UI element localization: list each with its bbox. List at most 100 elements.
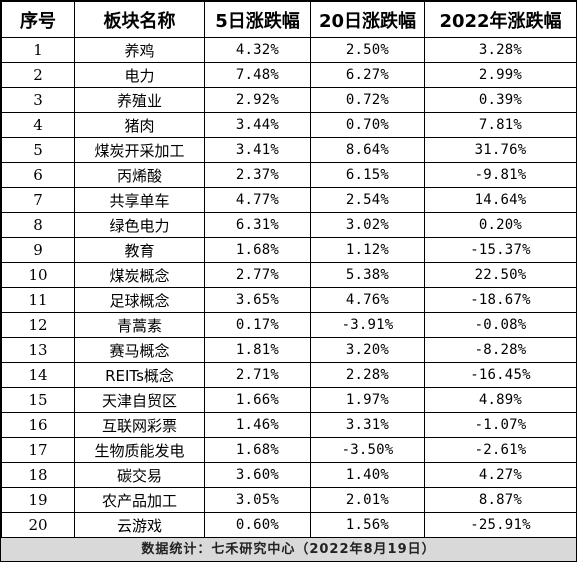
table-row: 5 煤炭开采加工 3.41% 8.64% 31.76% [1,137,577,163]
cell-5day-change: 0.60% [204,512,311,538]
cell-20day-change: 2.54% [310,187,425,213]
cell-index: 8 [1,212,75,238]
cell-5day-change: 4.32% [204,37,311,63]
header-row: 序号 板块名称 5日涨跌幅 20日涨跌幅 2022年涨跌幅 [1,1,577,38]
cell-ytd-2022-change: -8.28% [424,337,577,363]
cell-20day-change: 2.28% [310,362,425,388]
cell-index: 17 [1,437,75,463]
cell-index: 4 [1,112,75,138]
table-row: 6 丙烯酸 2.37% 6.15% -9.81% [1,162,577,188]
cell-sector-name: 云游戏 [74,512,205,538]
cell-ytd-2022-change: 22.50% [424,262,577,288]
cell-index: 11 [1,287,75,313]
table-row: 17 生物质能发电 1.68% -3.50% -2.61% [1,437,577,463]
cell-index: 18 [1,462,75,488]
cell-ytd-2022-change: -2.61% [424,437,577,463]
cell-5day-change: 2.77% [204,262,311,288]
cell-20day-change: 2.01% [310,487,425,513]
cell-index: 15 [1,387,75,413]
cell-index: 10 [1,262,75,288]
table-row: 1 养鸡 4.32% 2.50% 3.28% [1,37,577,63]
cell-20day-change: 3.02% [310,212,425,238]
cell-20day-change: 2.50% [310,37,425,63]
cell-ytd-2022-change: -15.37% [424,237,577,263]
cell-sector-name: 猪肉 [74,112,205,138]
cell-5day-change: 3.05% [204,487,311,513]
cell-20day-change: 3.31% [310,412,425,438]
cell-ytd-2022-change: 8.87% [424,487,577,513]
cell-sector-name: 电力 [74,62,205,88]
table-row: 18 碳交易 3.60% 1.40% 4.27% [1,462,577,488]
table-header: 序号 板块名称 5日涨跌幅 20日涨跌幅 2022年涨跌幅 [1,1,577,38]
table-row: 10 煤炭概念 2.77% 5.38% 22.50% [1,262,577,288]
cell-20day-change: 1.40% [310,462,425,488]
cell-5day-change: 6.31% [204,212,311,238]
cell-20day-change: 1.97% [310,387,425,413]
cell-index: 1 [1,37,75,63]
cell-ytd-2022-change: -0.08% [424,312,577,338]
cell-5day-change: 2.71% [204,362,311,388]
cell-ytd-2022-change: -18.67% [424,287,577,313]
cell-5day-change: 2.37% [204,162,311,188]
table-row: 12 青蒿素 0.17% -3.91% -0.08% [1,312,577,338]
cell-5day-change: 2.92% [204,87,311,113]
cell-5day-change: 7.48% [204,62,311,88]
cell-index: 12 [1,312,75,338]
cell-5day-change: 1.66% [204,387,311,413]
cell-sector-name: 共享单车 [74,187,205,213]
header-index: 序号 [1,1,75,38]
cell-5day-change: 3.65% [204,287,311,313]
cell-20day-change: 1.56% [310,512,425,538]
cell-index: 2 [1,62,75,88]
cell-index: 9 [1,237,75,263]
cell-ytd-2022-change: 7.81% [424,112,577,138]
header-20day-change: 20日涨跌幅 [310,1,425,38]
cell-ytd-2022-change: 2.99% [424,62,577,88]
table-row: 11 足球概念 3.65% 4.76% -18.67% [1,287,577,313]
cell-sector-name: 煤炭开采加工 [74,137,205,163]
cell-sector-name: 生物质能发电 [74,437,205,463]
cell-ytd-2022-change: -16.45% [424,362,577,388]
cell-5day-change: 3.60% [204,462,311,488]
cell-5day-change: 3.41% [204,137,311,163]
cell-index: 13 [1,337,75,363]
cell-index: 20 [1,512,75,538]
cell-ytd-2022-change: -9.81% [424,162,577,188]
table-row: 7 共享单车 4.77% 2.54% 14.64% [1,187,577,213]
cell-ytd-2022-change: -1.07% [424,412,577,438]
cell-index: 19 [1,487,75,513]
header-5day-change: 5日涨跌幅 [204,1,311,38]
cell-20day-change: -3.91% [310,312,425,338]
cell-index: 5 [1,137,75,163]
cell-20day-change: 0.70% [310,112,425,138]
cell-5day-change: 1.68% [204,437,311,463]
sector-performance-table: 序号 板块名称 5日涨跌幅 20日涨跌幅 2022年涨跌幅 1 养鸡 4.32% 2.… [1,1,577,538]
cell-5day-change: 3.44% [204,112,311,138]
cell-5day-change: 4.77% [204,187,311,213]
cell-ytd-2022-change: -25.91% [424,512,577,538]
table-row: 15 天津自贸区 1.66% 1.97% 4.89% [1,387,577,413]
cell-20day-change: -3.50% [310,437,425,463]
table-row: 20 云游戏 0.60% 1.56% -25.91% [1,512,577,538]
cell-20day-change: 1.12% [310,237,425,263]
cell-sector-name: 碳交易 [74,462,205,488]
cell-index: 3 [1,87,75,113]
cell-sector-name: 丙烯酸 [74,162,205,188]
cell-index: 14 [1,362,75,388]
cell-ytd-2022-change: 4.27% [424,462,577,488]
table-row: 16 互联网彩票 1.46% 3.31% -1.07% [1,412,577,438]
cell-ytd-2022-change: 3.28% [424,37,577,63]
cell-sector-name: 赛马概念 [74,337,205,363]
cell-20day-change: 0.72% [310,87,425,113]
cell-sector-name: 养殖业 [74,87,205,113]
cell-sector-name: 养鸡 [74,37,205,63]
cell-index: 7 [1,187,75,213]
cell-sector-name: 绿色电力 [74,212,205,238]
table-row: 2 电力 7.48% 6.27% 2.99% [1,62,577,88]
table-row: 3 养殖业 2.92% 0.72% 0.39% [1,87,577,113]
cell-5day-change: 1.46% [204,412,311,438]
cell-sector-name: 教育 [74,237,205,263]
cell-5day-change: 1.81% [204,337,311,363]
cell-5day-change: 1.68% [204,237,311,263]
cell-ytd-2022-change: 14.64% [424,187,577,213]
